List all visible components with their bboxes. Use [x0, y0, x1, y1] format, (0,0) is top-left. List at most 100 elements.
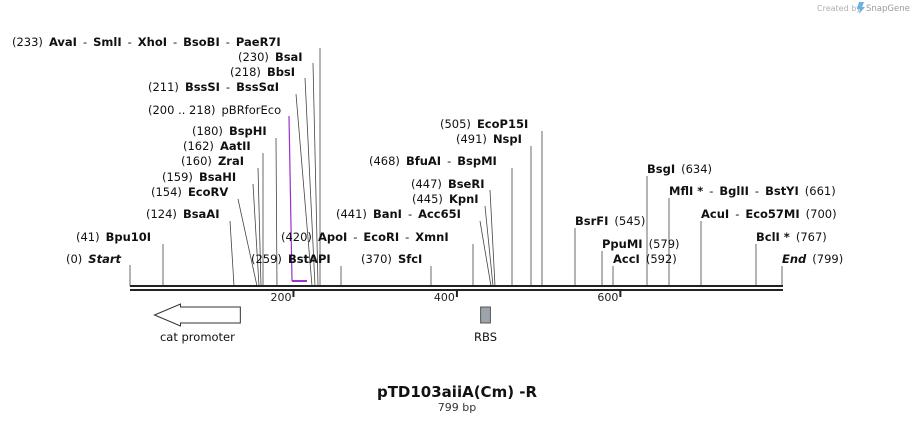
- name-separator: -: [226, 80, 230, 94]
- site-name: BsaI: [275, 50, 303, 64]
- site-name: PpuMI: [602, 237, 643, 251]
- site-name: BclI *: [756, 230, 790, 244]
- site-label-bbs: (218) BbsI: [230, 65, 295, 79]
- site-position: (447): [411, 177, 442, 191]
- site-label-ava: (233) AvaI - SmlI - XhoI - BsoBI - PaeR7I: [12, 35, 281, 49]
- site-label-ban: (441) BanI - Acc65I: [336, 207, 461, 221]
- site-label-aat: (162) AatII: [183, 139, 251, 153]
- site-name: AccI: [613, 252, 640, 266]
- site-position: (211): [148, 80, 179, 94]
- dna-backbone: [130, 285, 783, 291]
- site-name: KpnI: [449, 192, 479, 206]
- name-separator: -: [83, 35, 87, 49]
- site-label-bcl: BclI * (767): [756, 230, 827, 244]
- site-name: AcuI: [701, 207, 729, 221]
- site-name: End: [782, 252, 807, 266]
- site-label-sfc: (370) SfcI: [361, 252, 422, 266]
- feature-rbs: RBS: [474, 306, 497, 344]
- site-name: BsrFI: [575, 214, 608, 228]
- site-name: AatII: [220, 139, 251, 153]
- site-name: Acc65I: [418, 207, 461, 221]
- site-position: (159): [162, 170, 193, 184]
- site-name: BssSI: [185, 80, 220, 94]
- site-position: (259): [251, 252, 282, 266]
- site-position: (445): [412, 192, 443, 206]
- name-separator: -: [408, 207, 412, 221]
- site-name: AvaI: [49, 35, 77, 49]
- site-position: (661): [805, 184, 836, 198]
- leader-lines: [129, 48, 783, 287]
- rbs-label: RBS: [474, 330, 497, 344]
- site-position: (799): [812, 252, 843, 266]
- site-position: (180): [192, 124, 223, 138]
- site-name: ApoI: [318, 230, 347, 244]
- site-name: BanI: [373, 207, 402, 221]
- credit-text: Created by: [817, 4, 861, 13]
- site-position: (592): [646, 252, 677, 266]
- site-name: ZraI: [218, 154, 244, 168]
- site-position: (124): [146, 207, 177, 221]
- plasmid-name: pTD103aiiA(Cm) -R: [377, 383, 538, 401]
- site-label-bsh: (159) BsaHI: [162, 170, 236, 184]
- site-name: BstYI: [765, 184, 799, 198]
- site-position: (468): [369, 154, 400, 168]
- site-label-bsa: (230) BsaI: [238, 50, 303, 64]
- site-name: BglII: [719, 184, 749, 198]
- site-name: EcoRV: [188, 185, 228, 199]
- feature-cat-promoter: cat promoter: [153, 303, 241, 344]
- site-position: (420): [281, 230, 312, 244]
- site-label-bst: (259) BstAPI: [251, 252, 331, 266]
- site-name: BsgI: [647, 162, 675, 176]
- site-name: NspI: [493, 132, 522, 146]
- site-name: MflI *: [669, 184, 703, 198]
- axis-tick-label: 200: [270, 291, 291, 304]
- site-label-ppu: PpuMI (579): [602, 237, 680, 251]
- name-separator: -: [709, 184, 713, 198]
- site-name: pBRforEco: [222, 103, 282, 117]
- site-label-bfu: (468) BfuAI - BspMI: [369, 154, 497, 168]
- site-label-zra: (160) ZraI: [181, 154, 244, 168]
- axis-tick-label: 600: [597, 291, 618, 304]
- credit-brand: SnapGene: [866, 4, 910, 14]
- axis-tick-label: 400: [434, 291, 455, 304]
- site-name: Eco57MI: [745, 207, 799, 221]
- site-position: (441): [336, 207, 367, 221]
- site-name: PaeR7I: [236, 35, 281, 49]
- name-separator: -: [735, 207, 739, 221]
- site-label-baa: (124) BsaAI: [146, 207, 220, 221]
- site-name: BspMI: [457, 154, 497, 168]
- site-name: BsaHI: [199, 170, 236, 184]
- primer-pbrforeco: [288, 115, 307, 282]
- name-separator: -: [226, 35, 230, 49]
- site-name: BstAPI: [288, 252, 331, 266]
- rbs-box: [480, 306, 491, 324]
- site-label-nsp: (491) NspI: [456, 132, 522, 146]
- site-position: (154): [151, 185, 182, 199]
- site-name: EcoRI: [363, 230, 399, 244]
- site-position: (200 .. 218): [148, 103, 216, 117]
- site-label-start: (0) Start: [66, 252, 122, 266]
- site-name: BfuAI: [406, 154, 441, 168]
- site-label-kpn: (445) KpnI: [412, 192, 479, 206]
- site-label-mfl: MflI * - BglII - BstYI (661): [669, 184, 836, 198]
- site-name: Start: [88, 252, 121, 266]
- site-name: BsoBI: [183, 35, 220, 49]
- site-label-bsg: BsgI (634): [647, 162, 712, 176]
- name-separator: -: [755, 184, 759, 198]
- site-name: SfcI: [398, 252, 422, 266]
- cat-promoter-label: cat promoter: [160, 330, 235, 344]
- site-position: (491): [456, 132, 487, 146]
- site-label-eco: (154) EcoRV: [151, 185, 228, 199]
- site-position: (700): [806, 207, 837, 221]
- site-labels: (233) AvaI - SmlI - XhoI - BsoBI - PaeR7I(230) Bsa…: [12, 35, 843, 266]
- site-position: (233): [12, 35, 43, 49]
- name-separator: -: [353, 230, 357, 244]
- axis-ticks: 200 400 600: [270, 290, 622, 304]
- site-label-pbr: (200 .. 218) pBRforEco: [148, 103, 281, 117]
- site-label-bsr: BsrFI (545): [575, 214, 645, 228]
- site-position: (218): [230, 65, 261, 79]
- name-separator: -: [405, 230, 409, 244]
- site-position: (767): [796, 230, 827, 244]
- site-name: BseRI: [448, 177, 485, 191]
